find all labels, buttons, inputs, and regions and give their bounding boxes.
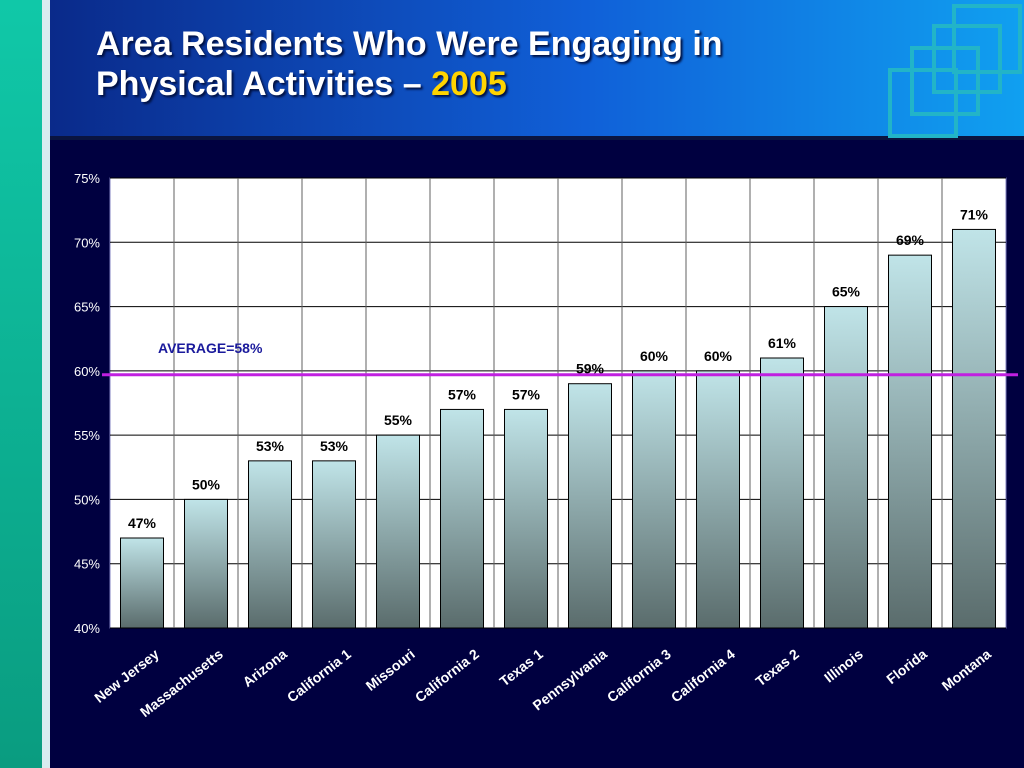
y-tick-label: 55% (74, 428, 100, 443)
left-accent-bar (0, 0, 42, 768)
y-tick-label: 45% (74, 557, 100, 572)
bar-value-label: 60% (704, 348, 733, 364)
x-category-label: Texas 2 (752, 646, 802, 690)
title-line-2: Physical Activities – (96, 65, 432, 103)
average-label: AVERAGE=58% (158, 340, 263, 356)
bar (440, 408, 484, 629)
x-category-label: Texas 1 (496, 646, 546, 690)
bar-value-label: 47% (128, 515, 157, 531)
bar-value-label: 55% (384, 412, 413, 428)
bar (184, 498, 228, 629)
bar-value-label: 53% (256, 438, 285, 454)
bar-value-label: 57% (512, 386, 541, 402)
decorative-square (932, 24, 1002, 94)
average-line-group: AVERAGE=58% (102, 340, 1018, 377)
bar-value-label: 53% (320, 438, 349, 454)
x-category-label: Illinois (821, 646, 866, 686)
y-tick-label: 65% (74, 300, 100, 315)
x-category-label: Arizona (240, 646, 290, 690)
bar-value-label: 60% (640, 348, 669, 364)
bar (952, 228, 996, 629)
slide-header (50, 0, 1024, 136)
bar (248, 460, 292, 629)
bar (376, 434, 420, 629)
bar (504, 408, 548, 629)
bar-value-label: 50% (192, 476, 221, 492)
y-axis: 40% 45% 50% 55% 60% 65% 70% 75% (74, 171, 100, 636)
title-line-1: Area Residents Who Were Engaging in (96, 25, 723, 63)
y-tick-label: 75% (74, 171, 100, 186)
x-category-label: California 4 (668, 646, 738, 706)
bar (696, 370, 740, 629)
x-category-label: California 3 (604, 646, 674, 706)
decorative-square (910, 46, 980, 116)
x-category-label: Montana (939, 646, 994, 694)
x-category-label: California 1 (284, 646, 354, 706)
slide-title: Area Residents Who Were Engaging in Phys… (96, 24, 896, 104)
y-tick-label: 70% (74, 235, 100, 250)
bar-value-label: 57% (448, 386, 477, 402)
header-divider (50, 136, 1024, 140)
bar-value-label: 71% (960, 206, 989, 222)
bars (120, 228, 996, 629)
bar (888, 254, 932, 629)
y-tick-label: 40% (74, 621, 100, 636)
bar-value-label: 61% (768, 335, 797, 351)
bar-value-label: 69% (896, 232, 925, 248)
x-category-label: California 2 (412, 646, 482, 706)
left-accent-edge (42, 0, 50, 768)
bar (824, 306, 868, 629)
y-tick-label: 50% (74, 492, 100, 507)
x-category-label: Florida (883, 646, 930, 687)
data-labels: 47% 50% 53% 53% 55% 57% 57% 59% 60% 60% 61% 65% 69% 7… (128, 206, 989, 531)
bar (312, 460, 356, 629)
bar (568, 383, 612, 629)
y-tick-label: 60% (74, 364, 100, 379)
bar (760, 357, 804, 629)
title-year: 2005 (431, 65, 507, 103)
bar-value-label: 59% (576, 361, 605, 377)
bar-chart: 40% 45% 50% 55% 60% 65% 70% 75% 47% 50% 53% 53% 55%… (74, 171, 1018, 721)
decorative-square (888, 68, 958, 138)
bar-value-label: 65% (832, 284, 861, 300)
bar (120, 537, 164, 629)
bar (632, 370, 676, 629)
decorative-square (952, 4, 1022, 74)
x-category-label: Missouri (363, 646, 418, 694)
